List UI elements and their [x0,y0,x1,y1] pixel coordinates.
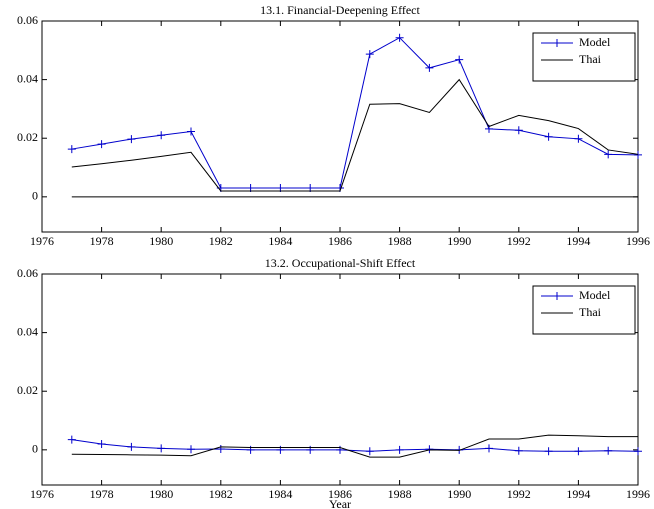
series-line [71,37,639,189]
x-tick-label: 1988 [388,234,412,248]
y-tick-label: 0.02 [17,383,38,397]
x-tick-label: 1982 [209,234,233,248]
x-tick-label: 1988 [388,487,412,501]
x-tick-label: 1976 [30,487,54,501]
marker [365,447,374,456]
marker [604,446,613,455]
marker [157,444,166,453]
series-line [71,439,639,452]
marker [67,435,76,444]
marker [97,140,106,149]
x-tick-label: 1996 [626,234,650,248]
x-tick-label: 1976 [30,234,54,248]
y-tick-label: 0.04 [17,324,38,338]
marker [97,439,106,448]
x-tick-label: 1978 [90,234,114,248]
y-tick-label: 0.04 [17,71,38,85]
marker [455,55,464,64]
marker [425,63,434,72]
marker [634,447,642,456]
x-tick-label: 1990 [447,487,471,501]
marker [574,134,583,143]
marker [634,150,642,159]
x-tick-label: 1986 [328,487,352,501]
marker [365,50,374,59]
legend-label: Thai [579,52,602,66]
x-tick-label: 1996 [626,487,650,501]
marker [187,445,195,454]
y-tick-label: 0 [32,189,38,203]
marker [604,150,613,159]
x-tick-label: 1982 [209,487,233,501]
marker [395,33,404,42]
marker [187,127,195,136]
marker [157,131,166,140]
legend-label: Thai [579,305,602,319]
marker [485,444,493,453]
chart-title: 13.1. Financial-Deepening Effect [260,3,420,17]
y-tick-label: 0.06 [17,13,38,27]
x-tick-label: 1986 [328,234,352,248]
x-tick-label: 1992 [507,234,531,248]
chart-title: 13.2. Occupational-Shift Effect [265,256,416,270]
legend-box [532,285,636,335]
x-tick-label: 1994 [566,234,590,248]
marker [544,447,553,456]
marker [127,442,136,451]
marker [67,145,76,154]
legend-label: Model [579,288,611,302]
legend-marker [553,39,561,47]
marker [574,447,583,456]
y-tick-label: 0 [32,442,38,456]
x-axis-label: Year [329,497,351,509]
marker [544,132,553,141]
marker [514,126,523,135]
series-line [71,434,638,458]
y-tick-label: 0.06 [17,266,38,280]
series-line [71,78,639,192]
x-tick-label: 1984 [268,234,292,248]
marker [514,446,523,455]
x-tick-label: 1990 [447,234,471,248]
x-tick-label: 1984 [268,487,292,501]
legend-marker [553,292,561,300]
legend-box [532,32,636,82]
marker [425,445,434,454]
x-tick-label: 1992 [507,487,531,501]
marker [127,135,136,144]
marker [395,445,404,454]
x-tick-label: 1994 [566,487,590,501]
x-tick-label: 1978 [90,487,114,501]
x-tick-label: 1980 [149,234,173,248]
legend-label: Model [579,35,611,49]
marker [216,444,225,453]
x-tick-label: 1980 [149,487,173,501]
y-tick-label: 0.02 [17,130,38,144]
